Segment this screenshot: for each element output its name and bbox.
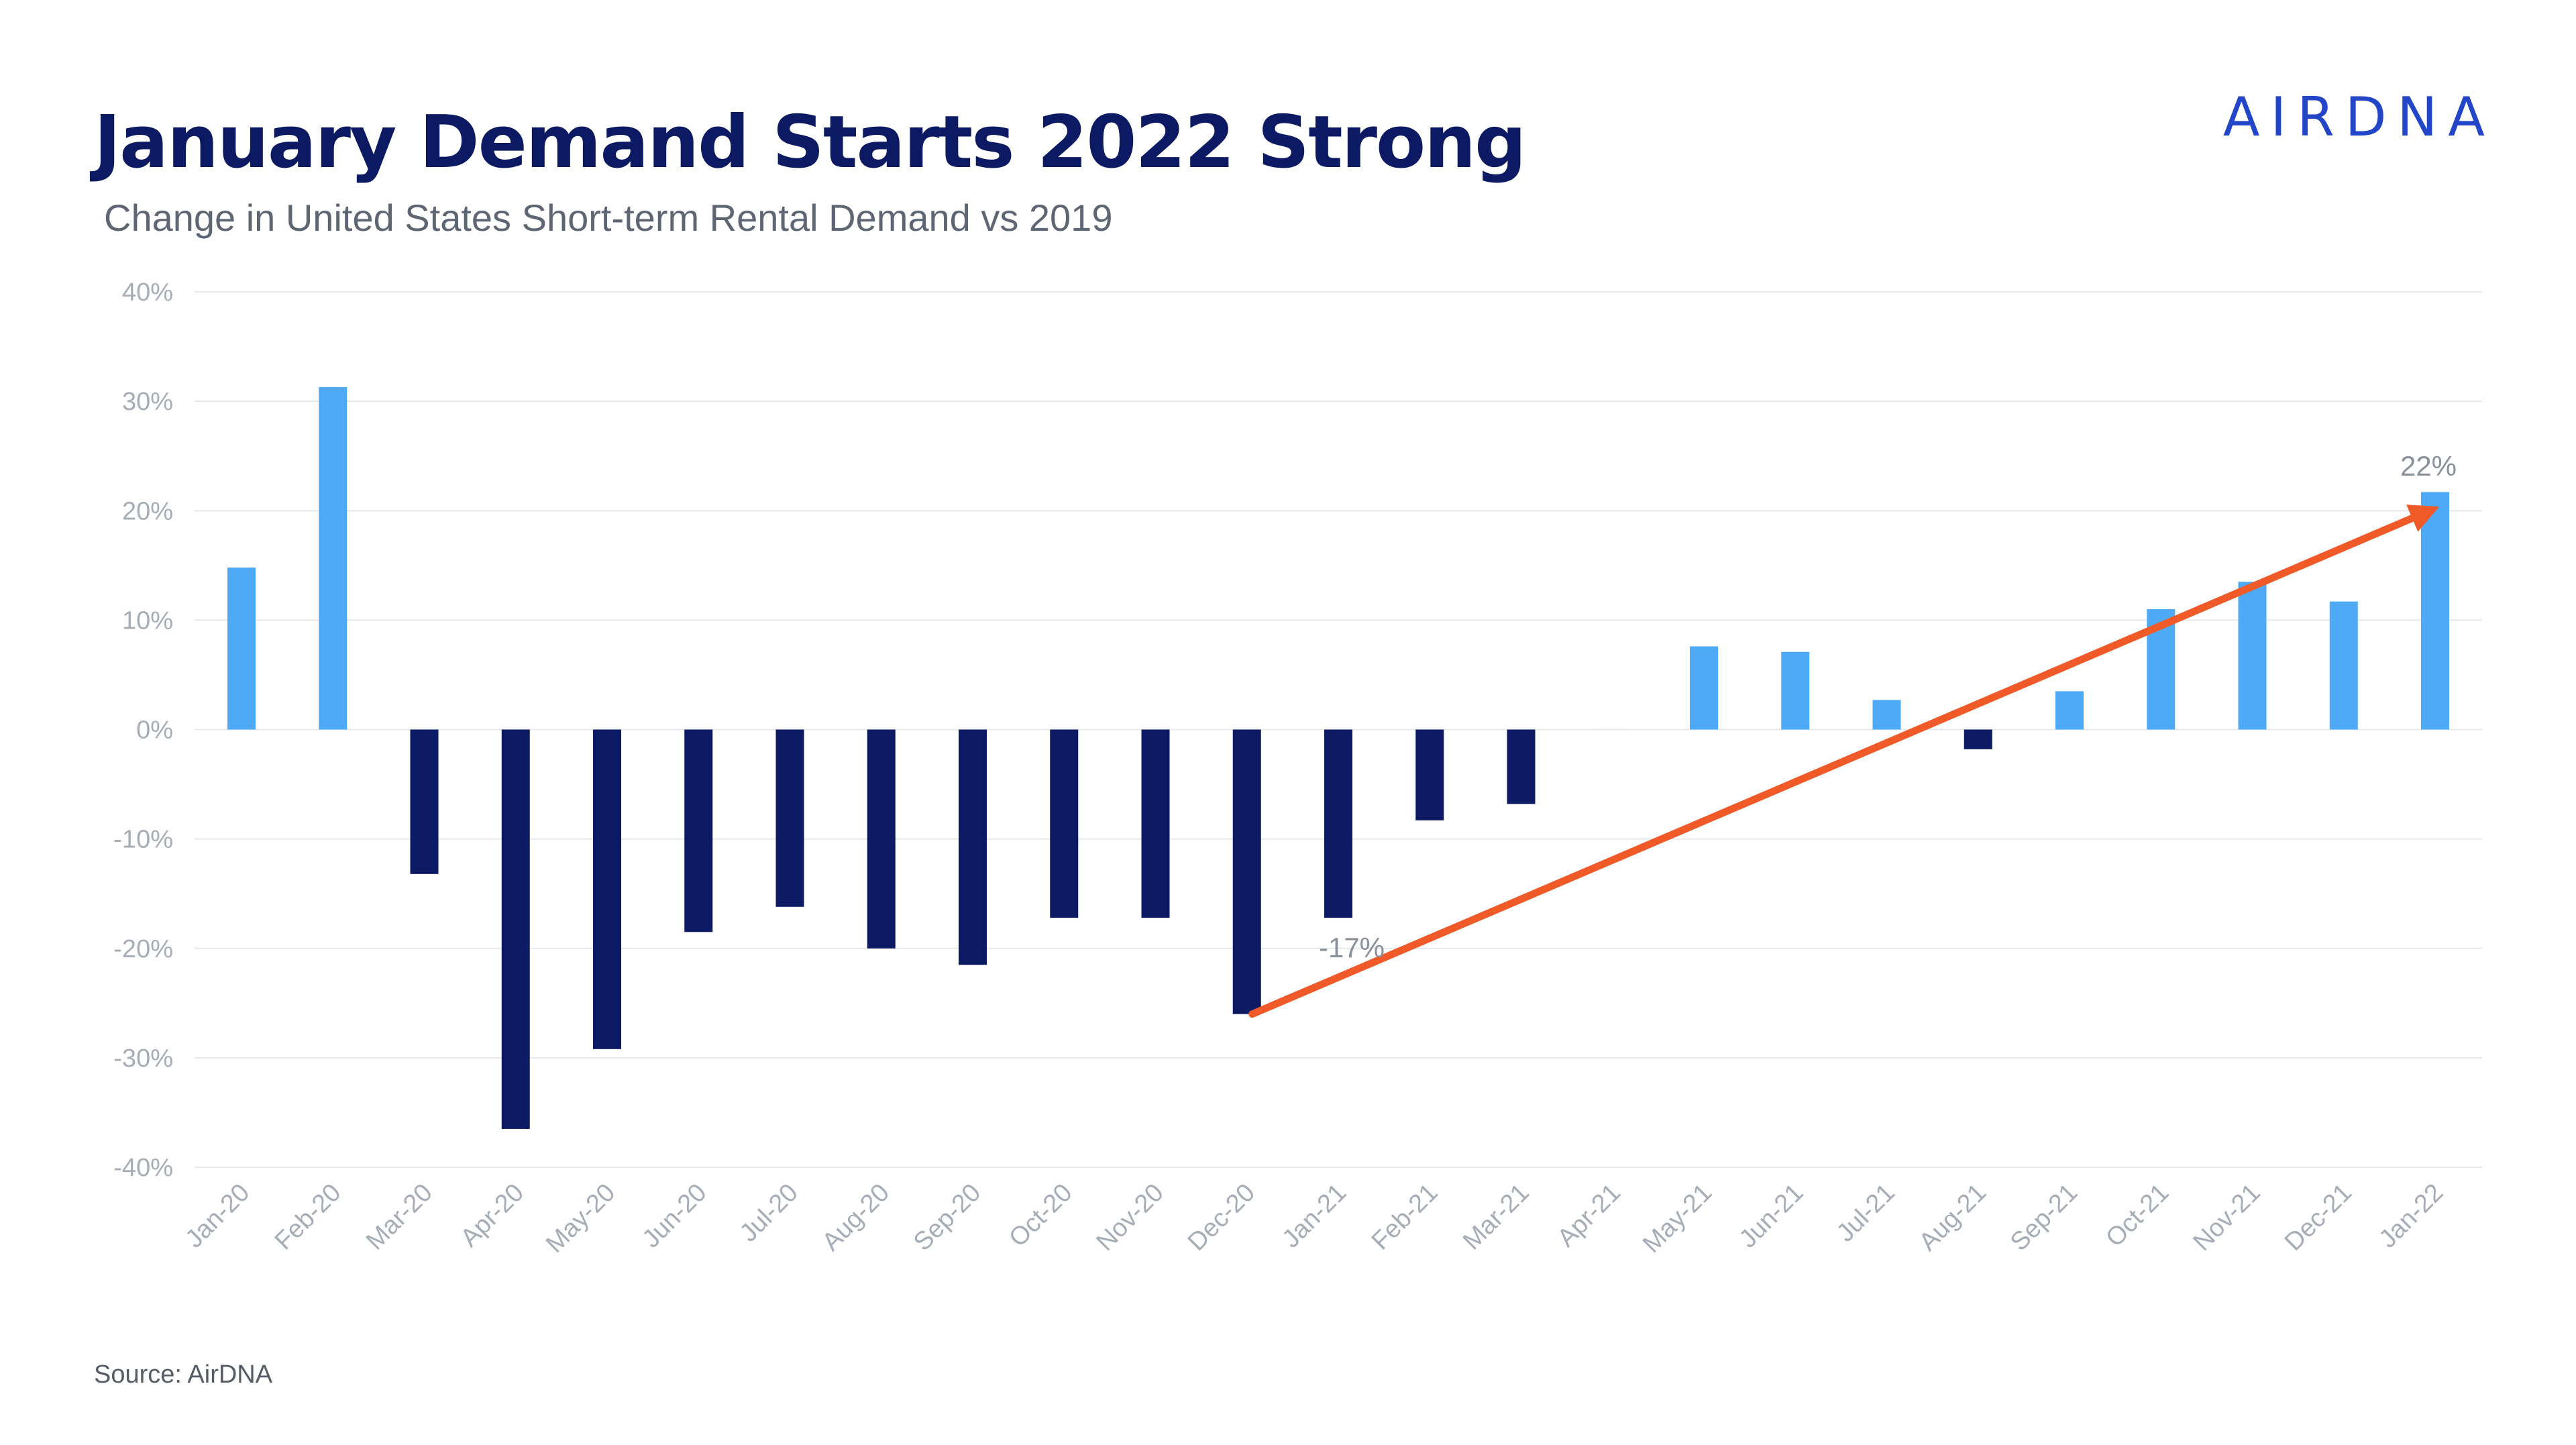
airdna-logo: AIRDNA	[2222, 86, 2496, 148]
x-tick-label: Feb-20	[270, 1179, 347, 1256]
x-tick-label: Oct-20	[1004, 1179, 1077, 1252]
x-tick-label: Jun-21	[1734, 1179, 1809, 1254]
bar-feb-20	[319, 386, 347, 730]
bar-apr-20	[501, 729, 530, 1129]
bar-aug-21	[1964, 729, 1992, 749]
bar-feb-21	[1415, 729, 1444, 820]
bars	[227, 386, 2449, 1129]
source-note: Source: AirDNA	[94, 1360, 273, 1389]
y-tick-label: -20%	[113, 935, 173, 963]
x-tick-label: Nov-20	[1091, 1179, 1169, 1256]
x-tick-label: Oct-21	[2100, 1179, 2174, 1252]
bar-mar-20	[410, 729, 439, 874]
x-tick-label: Dec-21	[2279, 1179, 2357, 1256]
bar-jan-20	[227, 568, 256, 730]
annotations: -17% 22%	[1319, 450, 2457, 963]
x-tick-label: Mar-20	[361, 1179, 438, 1256]
x-tick-label: Nov-21	[2188, 1179, 2266, 1256]
x-tick-label: Mar-21	[1458, 1179, 1535, 1256]
y-tick-label: -30%	[113, 1045, 173, 1073]
x-tick-label: May-21	[1638, 1179, 1717, 1259]
x-tick-label: Jul-20	[735, 1179, 804, 1248]
bar-jun-21	[1781, 651, 1810, 730]
bar-sep-20	[959, 729, 987, 965]
chart-title: January Demand Starts 2022 Strong	[94, 101, 1526, 184]
chart-subtitle: Change in United States Short-term Renta…	[104, 197, 1113, 239]
y-tick-label: -40%	[113, 1154, 173, 1182]
y-tick-label: 30%	[122, 388, 173, 416]
bar-aug-20	[867, 729, 896, 949]
bar-may-20	[593, 729, 621, 1049]
bar-mar-21	[1507, 729, 1536, 804]
x-tick-label: Feb-21	[1366, 1179, 1444, 1256]
y-axis-ticks: 40% 30% 20% 10% 0% -10% -20% -30% -40%	[113, 278, 173, 1182]
trend-arrow	[1248, 504, 2440, 1018]
y-tick-label: 20%	[122, 497, 173, 525]
bar-nov-21	[2238, 582, 2267, 730]
x-tick-label: Jul-21	[1831, 1179, 1900, 1248]
y-tick-label: -10%	[113, 826, 173, 854]
data-label: 22%	[2400, 450, 2457, 482]
bar-may-21	[1690, 646, 1718, 730]
x-tick-label: Sep-20	[908, 1179, 986, 1256]
trend-arrow-layer	[1248, 504, 2440, 1018]
x-tick-label: Sep-21	[2005, 1179, 2083, 1256]
bar-dec-20	[1232, 729, 1261, 1014]
y-tick-label: 0%	[136, 716, 173, 745]
bar-jan-21	[1324, 729, 1352, 918]
bar-sep-21	[2055, 691, 2084, 730]
x-tick-label: Jan-21	[1277, 1179, 1352, 1254]
x-tick-label: Jan-20	[180, 1179, 255, 1254]
bar-jun-20	[684, 729, 713, 932]
x-tick-label: May-20	[541, 1179, 621, 1259]
bar-jul-21	[1872, 700, 1901, 730]
x-tick-label: Apr-21	[1552, 1179, 1626, 1252]
x-tick-label: Jan-22	[2373, 1179, 2449, 1254]
data-label: -17%	[1319, 932, 1385, 963]
x-tick-label: Aug-21	[1914, 1179, 1992, 1256]
x-axis-ticks: Jan-20 Feb-20 Mar-20 Apr-20 May-20 Jun-20 Jul-…	[180, 1179, 2449, 1259]
x-tick-label: Apr-20	[455, 1179, 529, 1252]
bar-jan-22	[2421, 492, 2449, 730]
y-tick-label: 10%	[122, 606, 173, 635]
bar-jul-20	[775, 729, 804, 907]
x-tick-label: Dec-20	[1183, 1179, 1260, 1256]
x-tick-label: Jun-20	[637, 1179, 712, 1254]
bar-dec-21	[2329, 601, 2358, 730]
bar-oct-20	[1050, 729, 1079, 918]
y-tick-label: 40%	[122, 278, 173, 307]
x-tick-label: Aug-20	[817, 1179, 895, 1256]
bar-nov-20	[1141, 729, 1170, 918]
